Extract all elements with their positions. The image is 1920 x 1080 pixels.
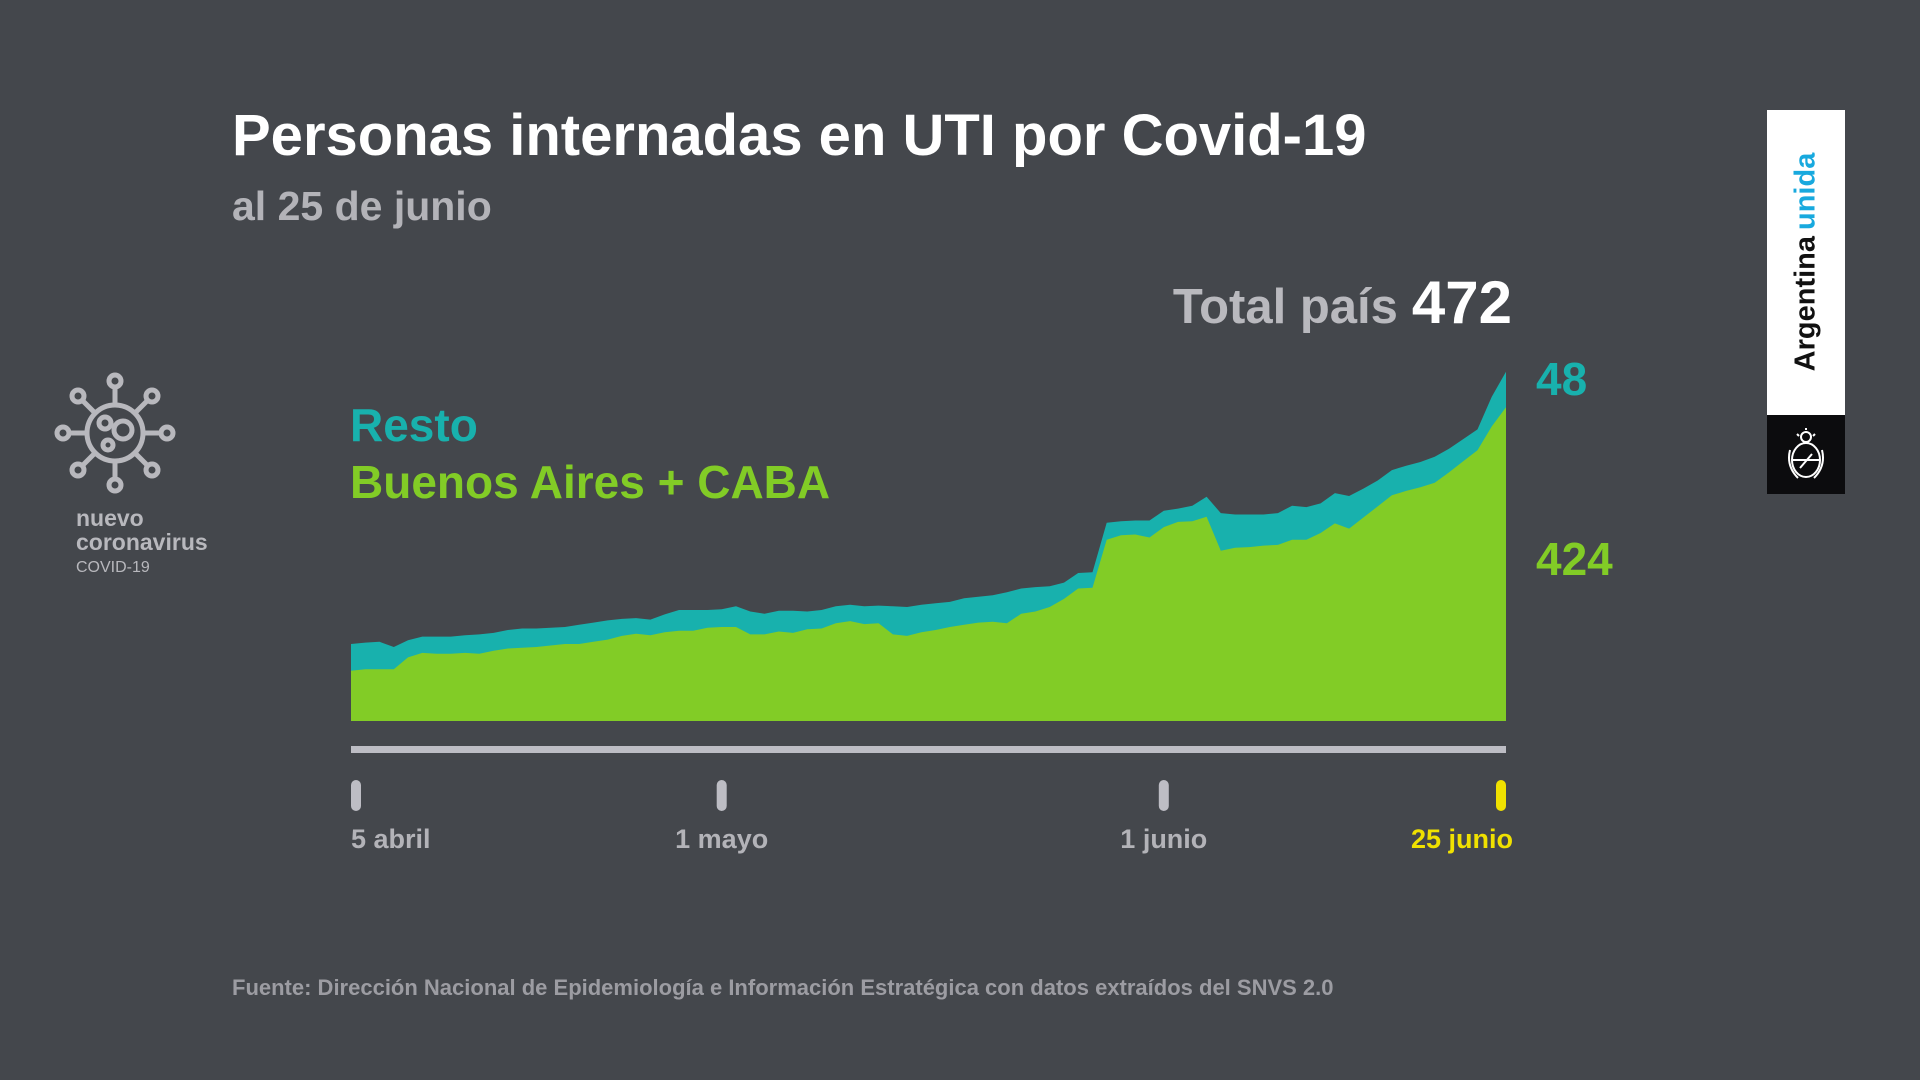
x-tick-label: 1 junio [1120, 824, 1207, 854]
x-tick-label: 25 junio [1411, 824, 1513, 854]
total-label: Total país [1172, 280, 1398, 334]
chart-subtitle: al 25 de junio [232, 183, 492, 229]
virus-icon [54, 372, 176, 494]
legend-resto: Resto [350, 399, 478, 451]
logo-line-nuevo: nuevo [76, 505, 144, 531]
logo-line-covid: COVID-19 [76, 559, 150, 577]
argentina-unida-badge: Argentina unida [1767, 110, 1845, 494]
area-buenos-aires-caba [351, 407, 1506, 721]
brand-word-argentina: Argentina [1789, 236, 1822, 372]
x-tick-label: 1 mayo [675, 824, 768, 854]
x-tick-label: 5 abril [351, 824, 431, 854]
x-axis-line [351, 746, 1506, 753]
legend-buenos-aires-caba: Buenos Aires + CABA [350, 456, 831, 508]
x-tick-mark [1496, 780, 1506, 811]
end-label-resto: 48 [1536, 353, 1588, 405]
brand-word-unida: unida [1789, 152, 1822, 230]
x-tick-mark [1158, 780, 1169, 811]
nuevo-coronavirus-logo: nuevo coronavirus COVID-19 [76, 506, 208, 577]
source-footnote: Fuente: Dirección Nacional de Epidemiolo… [232, 975, 1334, 1000]
end-label-buenos-aires-caba: 424 [1536, 533, 1613, 585]
total-value: 472 [1411, 269, 1512, 336]
x-tick-mark [716, 780, 727, 811]
chart-title: Personas internadas en UTI por Covid-19 [232, 103, 1367, 168]
total-country: Total país 472 [1173, 268, 1512, 337]
logo-line-coronavirus: coronavirus [76, 529, 208, 556]
national-coat-of-arms-icon [1788, 427, 1824, 479]
x-tick-mark [351, 780, 361, 811]
